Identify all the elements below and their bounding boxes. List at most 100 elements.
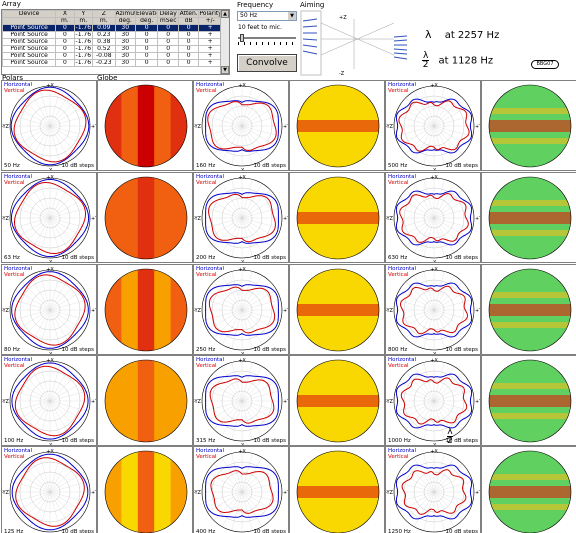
table-cell[interactable]: 30 (114, 59, 136, 67)
table-cell[interactable]: 30 (114, 31, 136, 39)
column-header[interactable]: Y (73, 10, 94, 18)
table-cell[interactable]: Point Source (2, 52, 57, 60)
globe-plot[interactable] (481, 172, 576, 263)
distance-slider[interactable] (238, 34, 296, 45)
column-header[interactable]: deg. (134, 17, 159, 25)
table-cell[interactable]: 0 (134, 31, 159, 39)
table-cell[interactable]: 0 (157, 31, 179, 39)
table-cell[interactable]: 0.38 (92, 38, 116, 46)
globe-plot[interactable] (481, 446, 576, 533)
slider-thumb[interactable] (240, 34, 244, 42)
column-header[interactable]: Azimuth (114, 10, 136, 18)
table-cell[interactable]: 0 (177, 52, 200, 60)
table-cell[interactable]: Point Source (2, 45, 57, 53)
table-cell[interactable]: -0.08 (92, 52, 116, 60)
table-cell[interactable]: 0 (177, 24, 200, 32)
table-cell[interactable]: 0 (157, 52, 179, 60)
table-cell[interactable]: 0.52 (92, 45, 116, 53)
column-header[interactable]: Device (2, 10, 57, 18)
aiming-view[interactable]: +Z -Z (299, 9, 419, 79)
table-cell[interactable]: 0 (157, 24, 179, 32)
column-header[interactable] (2, 17, 57, 25)
column-header[interactable]: Atten. (177, 10, 200, 18)
table-cell[interactable]: 0 (177, 59, 200, 67)
column-header[interactable]: m. (92, 17, 116, 25)
table-cell[interactable]: 0 (157, 45, 179, 53)
column-header[interactable]: Elevation (134, 10, 159, 18)
table-cell[interactable]: 0 (177, 31, 200, 39)
table-cell[interactable]: Point Source (2, 38, 57, 46)
array-grid[interactable]: DeviceXYZAzimuthElevationDelayAtten.Pola… (2, 10, 222, 67)
table-cell[interactable]: 30 (114, 24, 136, 32)
column-header[interactable]: +/- (198, 17, 222, 25)
table-cell[interactable]: + (198, 38, 222, 46)
table-cell[interactable]: -1.76 (73, 38, 94, 46)
table-cell[interactable]: 0 (55, 24, 75, 32)
globe-plot[interactable] (289, 446, 385, 533)
globe-plot[interactable] (289, 355, 385, 446)
table-cell[interactable]: Point Source (2, 59, 57, 67)
table-cell[interactable]: 30 (114, 45, 136, 53)
table-cell[interactable]: 0 (134, 24, 159, 32)
table-cell[interactable]: + (198, 24, 222, 32)
frequency-select[interactable]: 50 Hz ▼ (237, 11, 297, 21)
globe-plot[interactable] (289, 80, 385, 171)
column-header[interactable]: deg. (114, 17, 136, 25)
column-header[interactable]: Polarity (198, 10, 222, 18)
globe-plot[interactable] (481, 264, 576, 355)
globe-plot[interactable] (97, 446, 193, 533)
table-cell[interactable]: 30 (114, 38, 136, 46)
table-cell[interactable]: 0 (55, 45, 75, 53)
table-cell[interactable]: Point Source (2, 31, 57, 39)
table-row[interactable]: Point Source 0 -1.76 -0.08 30 0 0 0 + (2, 52, 222, 60)
column-header[interactable]: dB (177, 17, 200, 25)
globe-plot[interactable] (289, 264, 385, 355)
table-scrollbar[interactable]: ▲ ▼ (220, 10, 229, 74)
column-header[interactable]: X (55, 10, 75, 18)
chevron-down-icon[interactable]: ▼ (288, 12, 296, 20)
table-cell[interactable]: 0 (55, 38, 75, 46)
globe-plot[interactable] (481, 355, 576, 446)
globe-plot[interactable] (97, 264, 193, 355)
table-cell[interactable]: 0 (134, 38, 159, 46)
table-row[interactable]: Point Source 0 -1.76 0.52 30 0 0 0 + (2, 45, 222, 53)
table-cell[interactable]: 0 (157, 59, 179, 67)
table-cell[interactable]: -1.76 (73, 52, 94, 60)
array-table[interactable]: DeviceXYZAzimuthElevationDelayAtten.Pola… (1, 9, 230, 75)
table-cell[interactable]: -1.76 (73, 31, 94, 39)
table-cell[interactable]: -1.76 (73, 59, 94, 67)
table-row[interactable]: Point Source 0 -1.76 0.38 30 0 0 0 + (2, 38, 222, 46)
table-cell[interactable]: 0 (177, 45, 200, 53)
table-row[interactable]: Point Source 0 -1.76 0.09 30 0 0 0 + (2, 24, 222, 32)
table-cell[interactable]: Point Source (2, 24, 57, 32)
table-cell[interactable]: -1.76 (73, 24, 94, 32)
scroll-down-icon[interactable]: ▼ (221, 66, 229, 74)
table-cell[interactable]: + (198, 52, 222, 60)
table-cell[interactable]: 0 (134, 59, 159, 67)
table-cell[interactable]: 0 (55, 59, 75, 67)
table-cell[interactable]: 0 (55, 52, 75, 60)
column-header[interactable]: Delay (157, 10, 179, 18)
table-cell[interactable]: 30 (114, 52, 136, 60)
column-header[interactable]: mSec (157, 17, 179, 25)
table-cell[interactable]: + (198, 31, 222, 39)
globe-plot[interactable] (97, 172, 193, 263)
convolve-button[interactable]: Convolve (237, 54, 297, 72)
column-header[interactable]: m. (73, 17, 94, 25)
column-header[interactable]: Z (92, 10, 116, 18)
globe-plot[interactable] (97, 80, 193, 171)
column-header[interactable]: m. (55, 17, 75, 25)
